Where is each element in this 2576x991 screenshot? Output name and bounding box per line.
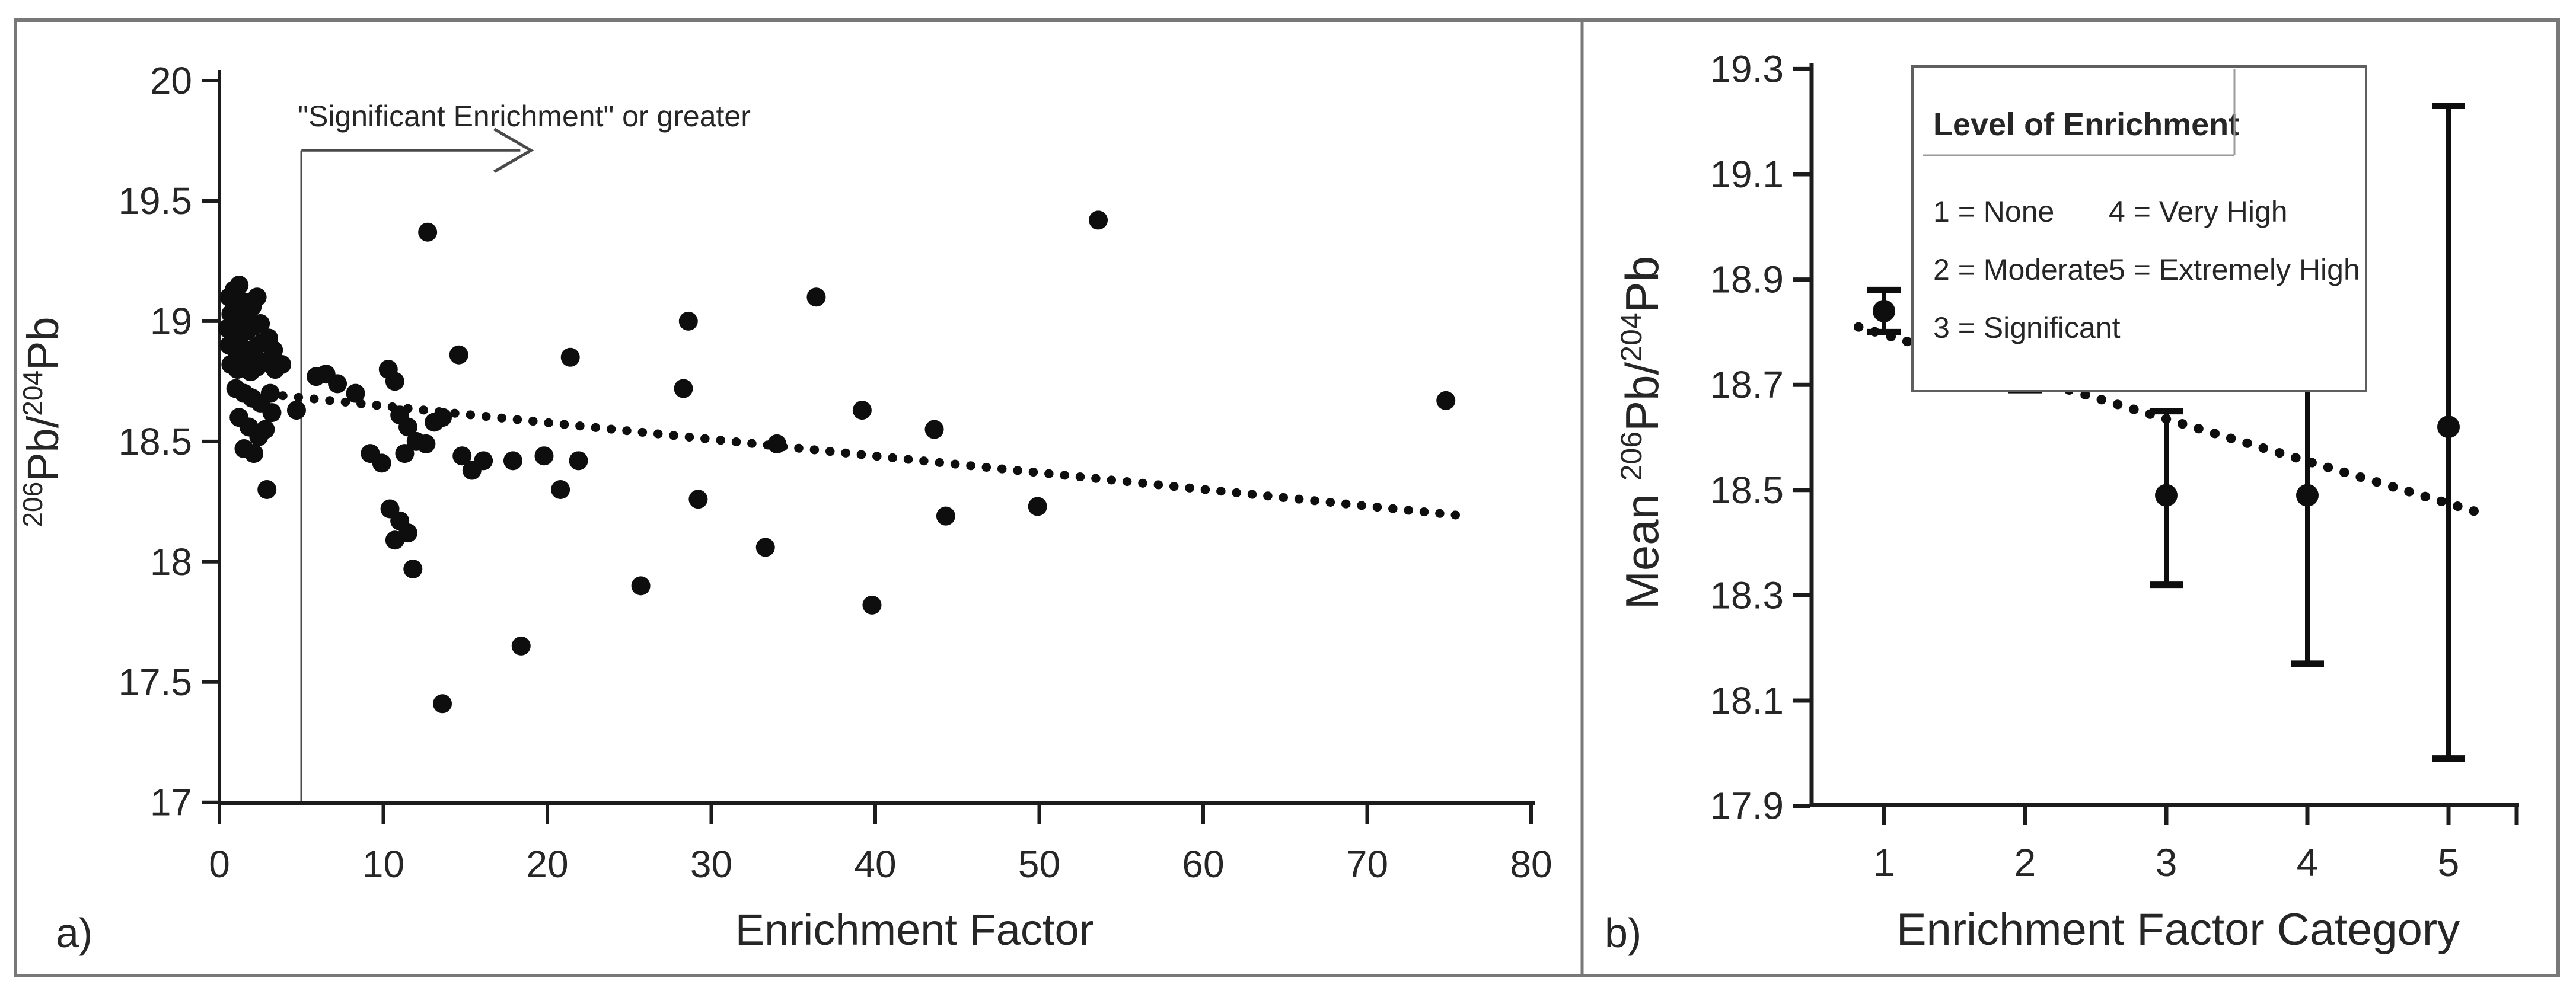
panel-b-error-bars: 19.3 19.1 18.9 18.7 18.5 18.3 18.1 17.9 1 2 3 4 5 Lev… [1605, 47, 2519, 956]
scatter-point [260, 383, 280, 403]
scatter-point [1436, 391, 1456, 410]
x-tick-label: 4 [2297, 840, 2319, 884]
y-tick-label: 18.1 [1710, 679, 1784, 722]
y-tick-label: 19.3 [1710, 47, 1784, 90]
annotation-arrowhead-icon [493, 127, 534, 173]
legend-item: 1 = None [1933, 195, 2054, 228]
scatter-point [372, 453, 391, 473]
scatter-point [256, 420, 275, 439]
figure-frame [14, 18, 2560, 977]
scatter-point [503, 451, 522, 471]
scatter-point [936, 506, 955, 526]
scatter-point [416, 434, 436, 453]
y-tick-label: 17.9 [1710, 785, 1784, 827]
scatter-point [560, 347, 580, 367]
scatter-point [398, 417, 417, 437]
panel-a-scatter: 20 19.5 19 18.5 18 17.5 17 0 10 20 30 40 50 60 70 80 "Si… [17, 59, 1552, 956]
scatter-point [395, 444, 415, 463]
scatter-point [534, 446, 554, 466]
scatter-point [924, 420, 944, 439]
y-tick-label: 19 [150, 300, 192, 343]
scatter-point [674, 379, 693, 398]
scatter-point [551, 480, 570, 500]
scatter-point [251, 314, 270, 333]
y-tick-label: 18 [150, 541, 192, 583]
scatter-point [433, 408, 452, 427]
scatter-point [398, 523, 417, 543]
scatter-point [511, 636, 531, 656]
y-tick-label: 17 [150, 781, 192, 824]
legend-item: 4 = Very High [2109, 195, 2288, 228]
scatter-point [755, 538, 775, 557]
scatter-point [1028, 497, 1047, 516]
scatter-point [631, 576, 651, 596]
scatter-point [418, 222, 438, 242]
scatter-point [286, 401, 306, 420]
x-tick-label: 50 [1018, 843, 1060, 885]
scatter-point [229, 276, 249, 295]
scatter-point [806, 287, 826, 307]
scatter-point [433, 694, 452, 714]
y-axis-title-a: 206Pb/204Pb [17, 317, 68, 527]
scatter-point [862, 595, 882, 615]
annotation-text: "Significant Enrichment" or greater [298, 100, 751, 133]
x-tick-label: 3 [2156, 840, 2178, 884]
scatter-point [403, 559, 423, 578]
scatter-point [272, 354, 292, 374]
y-tick-label: 18.3 [1710, 574, 1784, 616]
x-axis-title-b: Enrichment Factor Category [1896, 904, 2460, 955]
scatter-point [678, 311, 698, 331]
x-tick-label: 2 [2014, 840, 2036, 884]
x-tick-label: 70 [1346, 843, 1388, 885]
scatter-point [244, 444, 264, 463]
y-tick-label: 18.5 [118, 420, 192, 463]
x-tick-label: 10 [362, 843, 404, 885]
y-tick-label: 20 [150, 59, 192, 102]
legend-title: Level of Enrichment [1933, 107, 2239, 142]
legend-item: 3 = Significant [1933, 311, 2121, 344]
mean-point [2296, 484, 2319, 507]
y-tick-label: 19.5 [118, 180, 192, 222]
y-tick-label: 17.5 [118, 661, 192, 704]
legend-box: Level of Enrichment 1 = None 2 = Moderate 3… [1911, 65, 2367, 392]
scatter-point [767, 434, 787, 453]
scatter-point [346, 383, 365, 403]
scatter-point [449, 345, 468, 365]
x-tick-label: 5 [2438, 840, 2460, 884]
scatter-point [452, 446, 472, 466]
mean-point [2437, 415, 2460, 439]
x-tick-label: 30 [690, 843, 732, 885]
scatter-point [247, 287, 267, 307]
y-tick-label: 18.9 [1710, 258, 1784, 301]
scatter-point [688, 490, 708, 509]
legend-item: 2 = Moderate [1933, 253, 2109, 286]
mean-point [1873, 299, 1895, 322]
x-tick-label: 20 [526, 843, 568, 885]
y-tick-label: 19.1 [1710, 153, 1784, 196]
x-tick-label: 40 [854, 843, 896, 885]
x-axis-title-a: Enrichment Factor [735, 905, 1094, 954]
scatter-point [569, 451, 588, 471]
x-tick-label: 80 [1510, 843, 1552, 885]
y-tick-label: 18.7 [1710, 363, 1784, 406]
panel-label-a: a) [56, 910, 93, 956]
mean-point [2155, 484, 2178, 507]
legend-item: 5 = Extremely High [2109, 253, 2360, 286]
scatter-point [328, 374, 347, 394]
x-tick-label: 0 [209, 843, 230, 885]
outer-border [14, 18, 2560, 977]
scatter-point [474, 451, 493, 471]
scatter-point [1089, 210, 1108, 230]
y-tick-label: 18.5 [1710, 469, 1784, 512]
scatter-point [262, 403, 282, 423]
legend-border [1911, 65, 2367, 392]
scatter-point [852, 401, 872, 420]
y-axis-title-b: Mean 206Pb/204Pb [1615, 256, 1668, 609]
scatter-point [385, 372, 404, 391]
scatter-point [257, 480, 277, 500]
panel-label-b: b) [1605, 910, 1641, 956]
x-tick-label: 60 [1182, 843, 1224, 885]
x-tick-label: 1 [1873, 840, 1895, 884]
